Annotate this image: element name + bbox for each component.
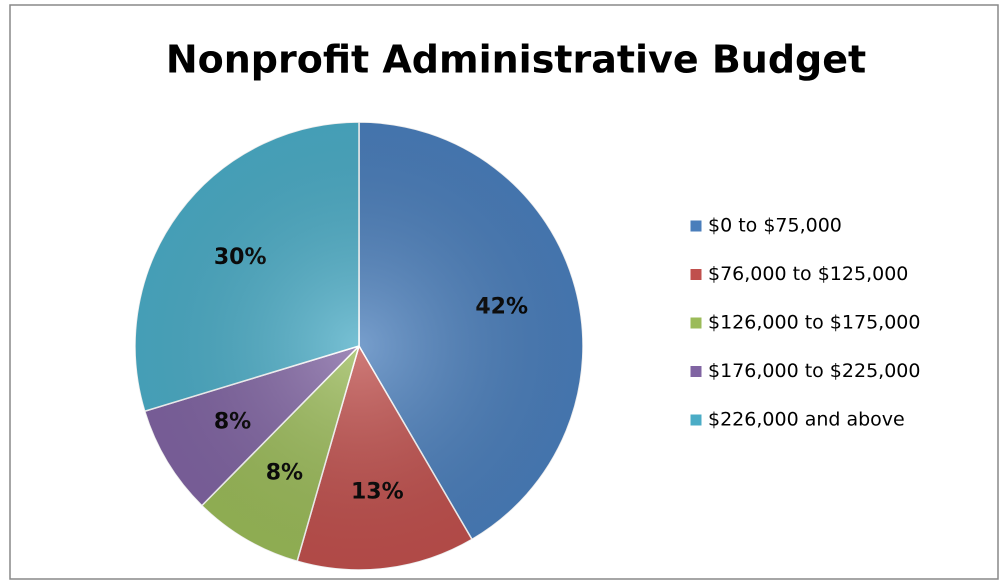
legend-label: $76,000 to $125,000 (708, 263, 908, 285)
legend-label: $226,000 and above (708, 409, 905, 431)
legend-swatch (689, 316, 703, 330)
legend-swatch (689, 413, 703, 427)
legend-swatch (689, 365, 703, 378)
legend-label: $0 to $75,000 (708, 215, 842, 237)
legend-swatch (689, 268, 703, 281)
legend-label: $126,000 to $175,000 (708, 312, 920, 334)
data-label: 13% (351, 480, 404, 505)
data-label: 42% (475, 294, 528, 319)
data-label: 8% (214, 410, 251, 435)
data-label: 8% (266, 461, 303, 486)
legend-swatch (689, 219, 703, 233)
data-label: 30% (214, 245, 267, 270)
chart-title: Nonprofit Administrative Budget (166, 38, 866, 82)
legend-label: $176,000 to $225,000 (708, 360, 920, 382)
